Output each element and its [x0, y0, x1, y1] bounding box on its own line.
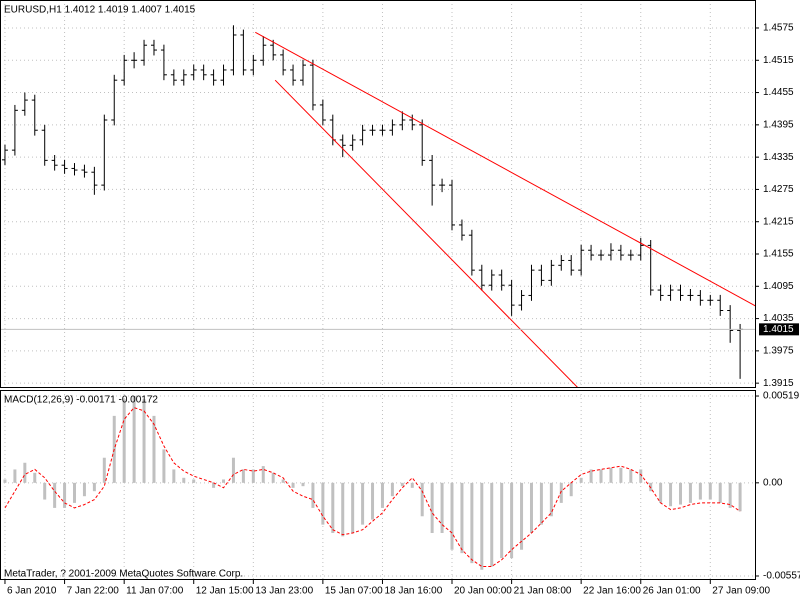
y-tick-label: 1.4215: [763, 216, 794, 227]
y-tick-label: 1.4455: [763, 87, 794, 98]
y-tick-label: 1.4515: [763, 55, 794, 66]
plot-area: [1, 391, 755, 579]
panel-border: [0, 0, 756, 388]
x-tick-label: 27 Jan 09:00: [712, 586, 770, 597]
current-price-label: 1.4015: [763, 324, 794, 335]
y-tick-label: 0.00: [763, 477, 783, 488]
y-tick-label: 1.4275: [763, 184, 794, 195]
y-tick-label: 1.4395: [763, 119, 794, 130]
x-tick-label: 13 Jan 23:00: [255, 586, 313, 597]
x-tick-label: 11 Jan 07:00: [126, 586, 184, 597]
y-tick-label: 1.4095: [763, 281, 794, 292]
plot-area: [1, 1, 755, 387]
x-tick-label: 20 Jan 00:00: [454, 586, 512, 597]
x-tick-label: 15 Jan 07:00: [325, 586, 383, 597]
current-price-box: [759, 323, 799, 336]
x-tick-label: 7 Jan 22:00: [67, 586, 120, 597]
panel-title: MACD(12,26,9) -0.00171 -0.00172: [4, 395, 158, 406]
signal-line: [4, 407, 741, 567]
y-tick-label: -0.00557: [763, 571, 800, 582]
x-tick-label: 12 Jan 15:00: [196, 586, 254, 597]
y-tick-label: 1.4035: [763, 313, 794, 324]
y-tick-label: 0.00519: [763, 391, 800, 402]
trendline: [255, 31, 755, 307]
y-tick-label: 1.4575: [763, 23, 794, 34]
panel-border: [0, 390, 756, 580]
trendline: [274, 79, 578, 387]
y-tick-label: 1.3915: [763, 378, 794, 389]
y-tick-label: 1.3975: [763, 346, 794, 357]
x-tick-label: 22 Jan 16:00: [583, 586, 641, 597]
x-tick-label: 6 Jan 2010: [7, 586, 57, 597]
y-tick-label: 1.4155: [763, 249, 794, 260]
panel-title: EURUSD,H1 1.4012 1.4019 1.4007 1.4015: [4, 5, 196, 16]
footer: MetaTrader, ? 2001-2009 MetaQuotes Softw…: [4, 569, 243, 580]
x-tick-label: 26 Jan 01:00: [643, 586, 701, 597]
x-tick-label: 18 Jan 16:00: [384, 586, 442, 597]
y-tick-label: 1.4335: [763, 152, 794, 163]
x-tick-label: 21 Jan 08:00: [514, 586, 572, 597]
